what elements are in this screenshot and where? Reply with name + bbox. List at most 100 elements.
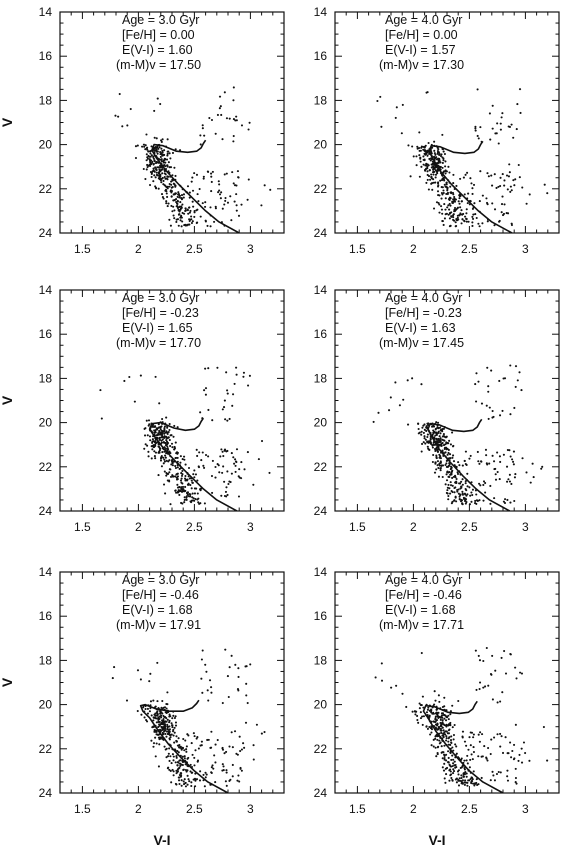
star-point	[233, 462, 236, 465]
star-point	[183, 496, 186, 499]
star-point	[546, 192, 549, 195]
star-point	[179, 219, 182, 222]
star-point	[161, 731, 164, 734]
star-point	[448, 171, 451, 174]
star-point	[452, 770, 456, 773]
star-point	[188, 477, 191, 480]
star-point	[464, 450, 467, 453]
star-point	[202, 464, 205, 467]
star-point	[453, 723, 456, 727]
star-point	[443, 217, 446, 220]
star-point	[482, 659, 485, 663]
star-point	[425, 151, 428, 154]
star-point	[218, 107, 221, 110]
star-point	[203, 134, 206, 137]
star-point	[501, 751, 505, 755]
star-point	[437, 711, 440, 714]
star-point	[222, 455, 225, 458]
star-point	[151, 438, 154, 441]
star-point	[236, 779, 239, 782]
star-point	[507, 212, 510, 215]
star-point	[470, 182, 473, 185]
star-point	[501, 195, 504, 198]
star-point	[543, 183, 546, 186]
star-point	[447, 204, 450, 207]
star-point	[163, 723, 166, 726]
star-point	[193, 210, 196, 213]
star-point	[149, 160, 152, 164]
annotation-line-1: Age = 3.0 Gyr	[122, 291, 199, 305]
star-point	[498, 478, 501, 481]
star-point	[418, 147, 421, 150]
star-point	[156, 174, 159, 177]
star-point	[521, 186, 524, 189]
star-point	[461, 493, 465, 496]
star-point	[118, 93, 121, 96]
star-point	[204, 663, 207, 666]
star-point	[443, 744, 446, 747]
star-point	[147, 455, 150, 458]
star-point	[153, 149, 156, 152]
star-point	[167, 161, 170, 164]
star-point	[485, 646, 488, 650]
star-point	[424, 153, 427, 156]
star-point	[451, 456, 454, 459]
star-point	[377, 411, 380, 414]
star-point	[185, 498, 188, 501]
star-point	[174, 148, 177, 151]
star-point	[446, 191, 450, 194]
star-point	[453, 200, 456, 203]
star-point	[158, 451, 161, 454]
star-point	[225, 750, 228, 753]
star-point	[421, 695, 424, 698]
star-point	[145, 147, 148, 150]
star-point	[520, 389, 523, 392]
star-point	[165, 190, 168, 193]
star-point	[214, 476, 217, 479]
star-point	[174, 721, 178, 724]
star-point	[221, 769, 224, 772]
star-point	[423, 437, 426, 440]
star-point	[202, 177, 205, 180]
star-point	[453, 198, 456, 202]
star-point	[540, 467, 543, 470]
star-point	[442, 427, 445, 430]
y-tick-label: 20	[39, 138, 53, 152]
star-point	[99, 389, 102, 392]
star-point	[447, 750, 450, 753]
star-point	[170, 204, 173, 208]
star-point	[485, 404, 488, 407]
star-point	[394, 381, 397, 384]
star-point	[176, 452, 179, 455]
star-point	[422, 155, 425, 158]
star-point	[518, 176, 521, 179]
star-point	[182, 783, 186, 786]
star-point	[173, 424, 176, 428]
star-point	[430, 744, 433, 747]
star-point	[438, 211, 441, 214]
star-point	[468, 457, 471, 460]
star-point	[462, 212, 465, 216]
star-point	[508, 171, 511, 174]
star-point	[436, 752, 439, 755]
star-point	[218, 183, 221, 186]
star-point	[157, 147, 160, 150]
star-point	[437, 475, 441, 478]
star-point	[428, 440, 431, 443]
star-point	[449, 204, 452, 207]
star-point	[438, 462, 441, 466]
star-point	[195, 222, 198, 225]
star-point	[477, 380, 480, 383]
star-point	[224, 196, 227, 200]
star-point	[153, 450, 156, 453]
star-point	[515, 128, 518, 131]
star-point	[160, 439, 163, 442]
star-point	[472, 733, 475, 736]
star-point	[447, 494, 450, 498]
star-point	[508, 473, 511, 476]
star-point	[164, 456, 167, 459]
star-point	[162, 462, 165, 465]
star-point	[168, 185, 171, 188]
star-point	[168, 725, 171, 728]
y-tick-label: 16	[39, 49, 53, 63]
